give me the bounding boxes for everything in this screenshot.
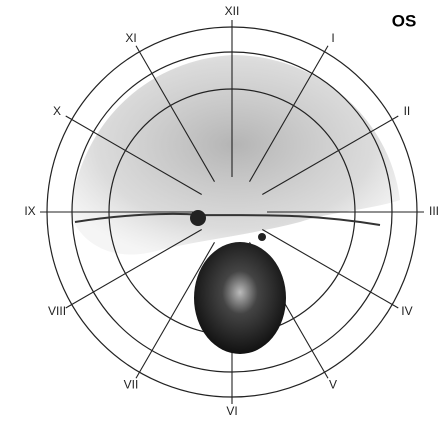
optic-disc [190, 210, 206, 226]
hour-label: III [429, 204, 438, 218]
hour-label: VIII [48, 304, 66, 318]
hour-label: VII [124, 377, 139, 391]
hour-label: I [331, 31, 334, 45]
hour-label: II [404, 104, 411, 118]
hour-label: X [53, 104, 61, 118]
hour-label: XI [125, 31, 136, 45]
hour-label: IV [401, 304, 412, 318]
hour-label: IX [24, 204, 35, 218]
hour-label: XII [225, 4, 240, 18]
spot [258, 233, 266, 241]
fundus-drawing: OS XIIIIIIIIIVVVIVIIVIIIIXXXI [0, 0, 438, 425]
pigmented-mass [194, 242, 286, 354]
hour-label: VI [226, 404, 237, 418]
hour-label: V [329, 377, 337, 391]
eye-label: OS [392, 11, 417, 30]
